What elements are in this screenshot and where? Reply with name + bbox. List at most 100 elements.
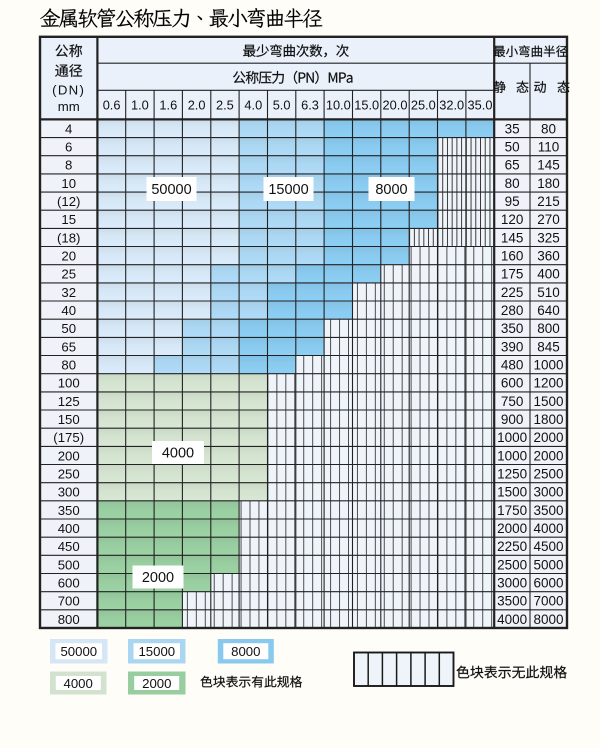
svg-text:145: 145 xyxy=(537,158,560,173)
svg-text:10.0: 10.0 xyxy=(326,97,351,112)
svg-text:215: 215 xyxy=(537,194,560,209)
svg-text:6: 6 xyxy=(65,140,72,155)
svg-text:2000: 2000 xyxy=(142,570,174,586)
svg-text:175: 175 xyxy=(501,267,524,282)
svg-text:1200: 1200 xyxy=(533,376,563,391)
svg-text:3000: 3000 xyxy=(533,485,563,500)
svg-text:80: 80 xyxy=(505,176,520,191)
svg-text:8000: 8000 xyxy=(533,612,563,627)
svg-text:15: 15 xyxy=(61,212,76,227)
svg-text:40: 40 xyxy=(61,303,76,318)
svg-text:390: 390 xyxy=(501,339,524,354)
svg-text:0.6: 0.6 xyxy=(103,97,121,112)
svg-text:(18): (18) xyxy=(57,230,80,245)
svg-text:125: 125 xyxy=(58,394,80,409)
svg-text:1000: 1000 xyxy=(497,448,527,463)
svg-text:1.6: 1.6 xyxy=(159,97,177,112)
svg-text:20: 20 xyxy=(61,249,76,264)
svg-text:32.0: 32.0 xyxy=(439,97,464,112)
svg-text:4000: 4000 xyxy=(533,521,563,536)
svg-text:1750: 1750 xyxy=(497,503,527,518)
svg-text:640: 640 xyxy=(537,303,560,318)
svg-text:4000: 4000 xyxy=(162,446,194,462)
svg-text:2000: 2000 xyxy=(533,430,563,445)
svg-text:150: 150 xyxy=(58,412,80,427)
svg-text:350: 350 xyxy=(58,503,80,518)
svg-text:80: 80 xyxy=(61,358,76,373)
svg-text:4.0: 4.0 xyxy=(244,97,262,112)
svg-text:5.0: 5.0 xyxy=(273,97,291,112)
svg-text:180: 180 xyxy=(537,176,560,191)
svg-text:600: 600 xyxy=(501,376,524,391)
svg-text:1000: 1000 xyxy=(533,358,563,373)
svg-text:280: 280 xyxy=(501,303,524,318)
svg-text:(175): (175) xyxy=(53,430,84,445)
svg-text:845: 845 xyxy=(537,339,560,354)
svg-text:145: 145 xyxy=(501,230,524,245)
svg-text:65: 65 xyxy=(505,158,520,173)
svg-text:50000: 50000 xyxy=(60,644,97,659)
svg-text:2000: 2000 xyxy=(533,448,563,463)
svg-text:2500: 2500 xyxy=(533,466,563,481)
svg-text:325: 325 xyxy=(537,230,560,245)
svg-text:3000: 3000 xyxy=(497,575,527,590)
svg-text:4000: 4000 xyxy=(64,676,93,691)
svg-text:1000: 1000 xyxy=(497,430,527,445)
svg-text:400: 400 xyxy=(58,521,80,536)
svg-text:3500: 3500 xyxy=(533,503,563,518)
svg-text:50000: 50000 xyxy=(151,182,191,198)
svg-text:300: 300 xyxy=(58,485,80,500)
svg-text:15000: 15000 xyxy=(138,644,175,659)
svg-text:600: 600 xyxy=(58,575,80,590)
svg-text:6000: 6000 xyxy=(533,575,563,590)
svg-text:200: 200 xyxy=(58,448,80,463)
svg-text:100: 100 xyxy=(58,376,80,391)
svg-text:95: 95 xyxy=(505,194,520,209)
svg-text:50: 50 xyxy=(505,140,520,155)
svg-text:110: 110 xyxy=(538,140,560,155)
svg-text:700: 700 xyxy=(58,594,80,609)
svg-text:35.0: 35.0 xyxy=(468,97,493,112)
svg-text:400: 400 xyxy=(537,267,560,282)
svg-text:2000: 2000 xyxy=(142,676,171,691)
svg-text:25.0: 25.0 xyxy=(411,97,436,112)
svg-text:15.0: 15.0 xyxy=(354,97,379,112)
svg-text:510: 510 xyxy=(537,285,560,300)
svg-text:480: 480 xyxy=(501,358,524,373)
svg-text:4: 4 xyxy=(65,121,72,136)
svg-text:8000: 8000 xyxy=(375,182,407,198)
svg-text:2250: 2250 xyxy=(497,539,527,554)
svg-text:800: 800 xyxy=(58,612,80,627)
svg-text:20.0: 20.0 xyxy=(383,97,408,112)
svg-text:mm: mm xyxy=(58,99,80,114)
svg-text:120: 120 xyxy=(501,212,524,227)
svg-text:350: 350 xyxy=(501,321,524,336)
svg-text:1500: 1500 xyxy=(497,485,527,500)
svg-text:500: 500 xyxy=(58,557,80,572)
svg-text:50: 50 xyxy=(61,321,76,336)
svg-text:1250: 1250 xyxy=(497,466,527,481)
svg-text:4500: 4500 xyxy=(533,539,563,554)
svg-text:80: 80 xyxy=(541,121,556,136)
svg-text:7000: 7000 xyxy=(533,594,563,609)
svg-text:900: 900 xyxy=(501,412,524,427)
svg-text:5000: 5000 xyxy=(533,557,563,572)
svg-text:15000: 15000 xyxy=(268,182,308,198)
svg-text:3500: 3500 xyxy=(497,594,527,609)
svg-text:32: 32 xyxy=(61,285,76,300)
svg-text:270: 270 xyxy=(537,212,560,227)
svg-text:1500: 1500 xyxy=(533,394,563,409)
svg-text:225: 225 xyxy=(501,285,524,300)
svg-text:2500: 2500 xyxy=(497,557,527,572)
svg-text:450: 450 xyxy=(58,539,80,554)
svg-text:1800: 1800 xyxy=(533,412,563,427)
svg-text:1.0: 1.0 xyxy=(131,97,149,112)
svg-text:750: 750 xyxy=(501,394,524,409)
svg-text:(DN): (DN) xyxy=(52,82,85,97)
svg-text:2.5: 2.5 xyxy=(216,97,234,112)
svg-text:360: 360 xyxy=(537,249,560,264)
svg-text:2.0: 2.0 xyxy=(188,97,206,112)
svg-text:2000: 2000 xyxy=(497,521,527,536)
svg-text:250: 250 xyxy=(58,466,80,481)
svg-text:35: 35 xyxy=(505,121,520,136)
